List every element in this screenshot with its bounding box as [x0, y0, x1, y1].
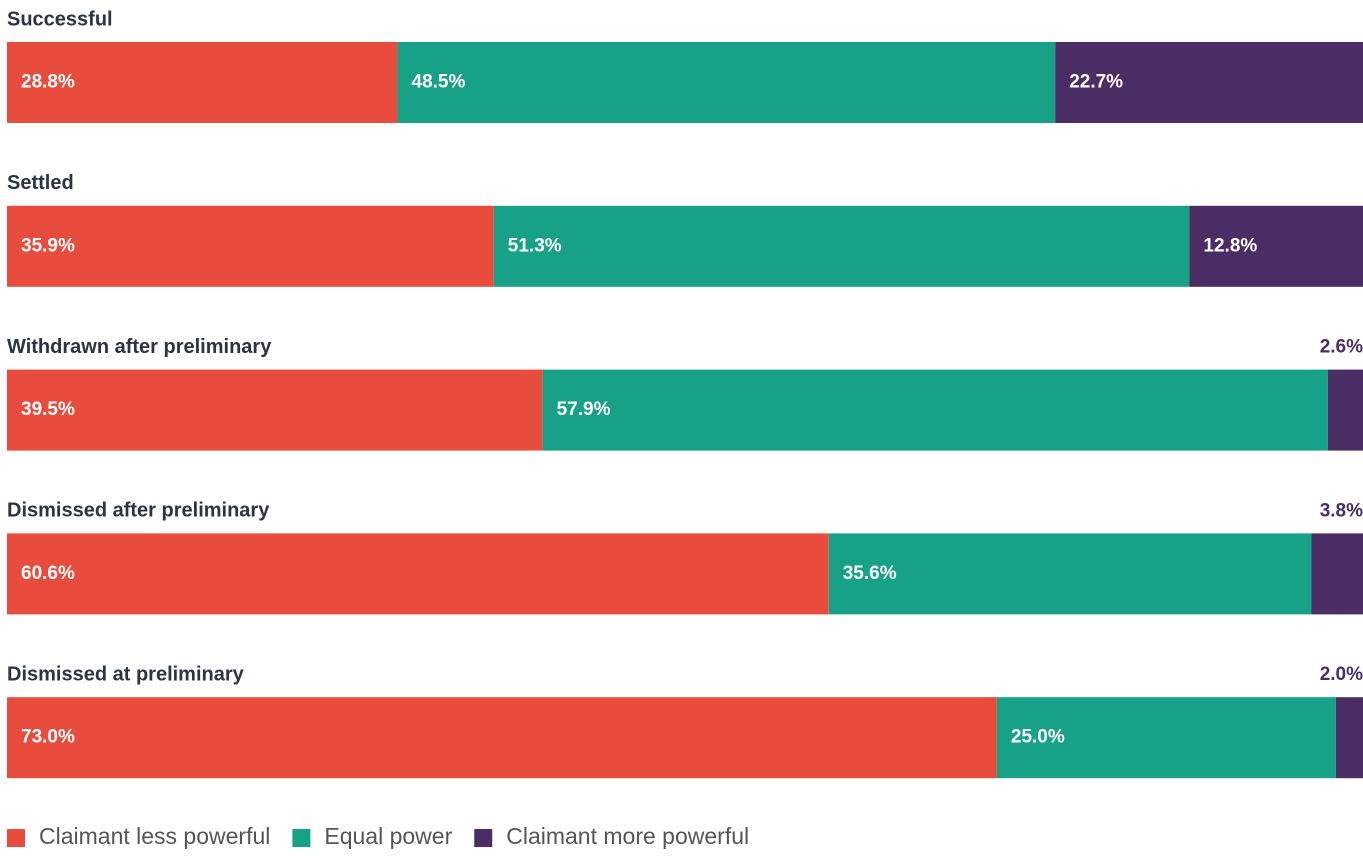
- bar-segment: [7, 42, 398, 123]
- category-label: Withdrawn after preliminary: [7, 336, 272, 358]
- legend-swatch: [292, 829, 311, 847]
- bar-segment: [7, 205, 494, 287]
- legend-swatch: [474, 829, 493, 847]
- bar-segment: [7, 369, 543, 451]
- legend-label: Claimant less powerful: [39, 823, 270, 849]
- bar-segment: [1189, 205, 1363, 287]
- bar-segment: [828, 533, 1312, 615]
- bar-segment: [996, 697, 1336, 779]
- data-label: 51.3%: [508, 235, 562, 256]
- data-label: 3.8%: [1320, 500, 1363, 521]
- data-label: 35.9%: [21, 235, 75, 256]
- legend-label: Equal power: [324, 823, 452, 849]
- data-label: 48.5%: [412, 72, 466, 93]
- bar-segment: [1055, 42, 1363, 123]
- data-label: 2.6%: [1320, 337, 1363, 358]
- bar-segment: [7, 697, 997, 779]
- bar-segment: [7, 533, 829, 615]
- category-label: Dismissed after preliminary: [7, 500, 270, 522]
- bar-segment: [1335, 697, 1363, 779]
- bar-segment: [397, 42, 1056, 123]
- bar-segment: [542, 369, 1328, 451]
- category-label: Settled: [7, 172, 74, 194]
- data-label: 39.5%: [21, 399, 75, 420]
- data-label: 35.6%: [843, 563, 897, 584]
- bar-segment: [1327, 369, 1363, 451]
- data-label: 28.8%: [21, 72, 75, 93]
- data-label: 25.0%: [1011, 727, 1065, 748]
- data-label: 57.9%: [557, 399, 611, 420]
- legend-swatch: [7, 829, 25, 847]
- category-label: Successful: [7, 8, 113, 30]
- bar-segment: [1311, 533, 1363, 615]
- bar-segment: [493, 205, 1190, 287]
- data-label: 60.6%: [21, 563, 75, 584]
- data-label: 73.0%: [21, 727, 75, 748]
- data-label: 22.7%: [1069, 72, 1123, 93]
- data-label: 2.0%: [1320, 664, 1363, 685]
- legend-label: Claimant more powerful: [506, 823, 749, 849]
- category-label: Dismissed at preliminary: [7, 663, 245, 685]
- data-label: 12.8%: [1203, 235, 1257, 256]
